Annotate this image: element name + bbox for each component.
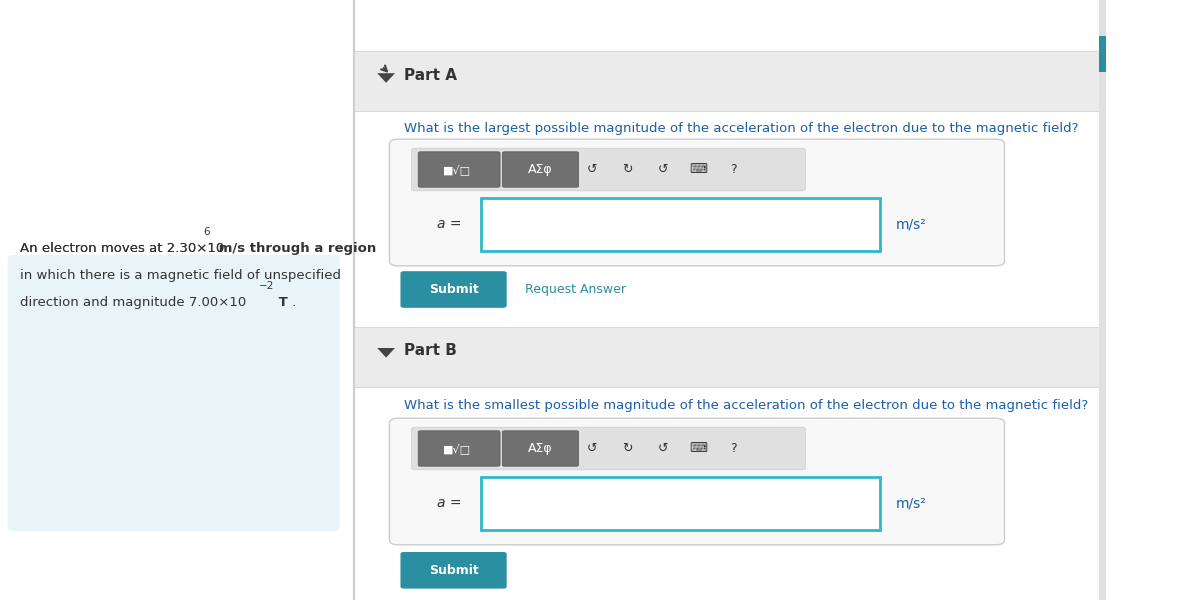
Text: AΣφ: AΣφ bbox=[528, 163, 552, 176]
Text: 6: 6 bbox=[204, 227, 210, 237]
FancyBboxPatch shape bbox=[412, 148, 805, 191]
Text: ■√□: ■√□ bbox=[443, 443, 470, 454]
Text: ?: ? bbox=[730, 442, 737, 455]
Text: ↻: ↻ bbox=[622, 442, 632, 455]
Text: ↻: ↻ bbox=[622, 163, 632, 176]
Bar bbox=[354, 51, 1106, 111]
FancyBboxPatch shape bbox=[390, 418, 1004, 545]
FancyBboxPatch shape bbox=[412, 427, 805, 470]
FancyBboxPatch shape bbox=[418, 431, 500, 466]
FancyBboxPatch shape bbox=[503, 431, 578, 466]
Text: Submit: Submit bbox=[428, 564, 479, 577]
FancyBboxPatch shape bbox=[401, 271, 506, 308]
Bar bbox=[1098, 36, 1106, 72]
Text: m/s²: m/s² bbox=[896, 217, 926, 232]
Text: m/s through a region: m/s through a region bbox=[214, 242, 376, 255]
Bar bbox=[1098, 0, 1106, 600]
Bar bbox=[481, 198, 880, 251]
Text: in which there is a magnetic field of unspecified: in which there is a magnetic field of un… bbox=[20, 269, 341, 282]
Text: ■√□: ■√□ bbox=[443, 164, 470, 175]
Text: −2: −2 bbox=[259, 281, 275, 291]
Polygon shape bbox=[377, 73, 395, 83]
Text: ↺: ↺ bbox=[587, 442, 598, 455]
Text: Request Answer: Request Answer bbox=[526, 283, 626, 296]
Polygon shape bbox=[377, 348, 395, 358]
FancyBboxPatch shape bbox=[418, 152, 500, 187]
Text: ↺: ↺ bbox=[587, 163, 598, 176]
FancyBboxPatch shape bbox=[401, 552, 506, 589]
Text: An electron moves at 2.30×10: An electron moves at 2.30×10 bbox=[20, 242, 224, 255]
Text: ⌨: ⌨ bbox=[689, 442, 707, 455]
Text: AΣφ: AΣφ bbox=[528, 442, 552, 455]
Text: ↺: ↺ bbox=[658, 442, 668, 455]
Text: What is the largest possible magnitude of the acceleration of the electron due t: What is the largest possible magnitude o… bbox=[403, 122, 1079, 135]
Text: T: T bbox=[275, 296, 288, 309]
FancyBboxPatch shape bbox=[503, 152, 578, 187]
FancyBboxPatch shape bbox=[7, 255, 340, 531]
FancyBboxPatch shape bbox=[390, 139, 1004, 266]
Text: ?: ? bbox=[730, 163, 737, 176]
Text: ⌨: ⌨ bbox=[689, 163, 707, 176]
Bar bbox=[481, 477, 880, 530]
Text: a =: a = bbox=[437, 217, 462, 232]
Text: a =: a = bbox=[437, 496, 462, 511]
Bar bbox=[354, 327, 1106, 387]
Text: Submit: Submit bbox=[428, 283, 479, 296]
Text: .: . bbox=[288, 296, 296, 309]
Text: direction and magnitude 7.00×10: direction and magnitude 7.00×10 bbox=[20, 296, 246, 309]
Text: What is the smallest possible magnitude of the acceleration of the electron due : What is the smallest possible magnitude … bbox=[403, 399, 1088, 412]
Text: An electron moves at 2.30×10: An electron moves at 2.30×10 bbox=[20, 242, 224, 255]
Text: ↺: ↺ bbox=[658, 163, 668, 176]
Text: m/s²: m/s² bbox=[896, 496, 926, 511]
Text: Part B: Part B bbox=[403, 343, 457, 358]
Text: Part A: Part A bbox=[403, 68, 457, 83]
